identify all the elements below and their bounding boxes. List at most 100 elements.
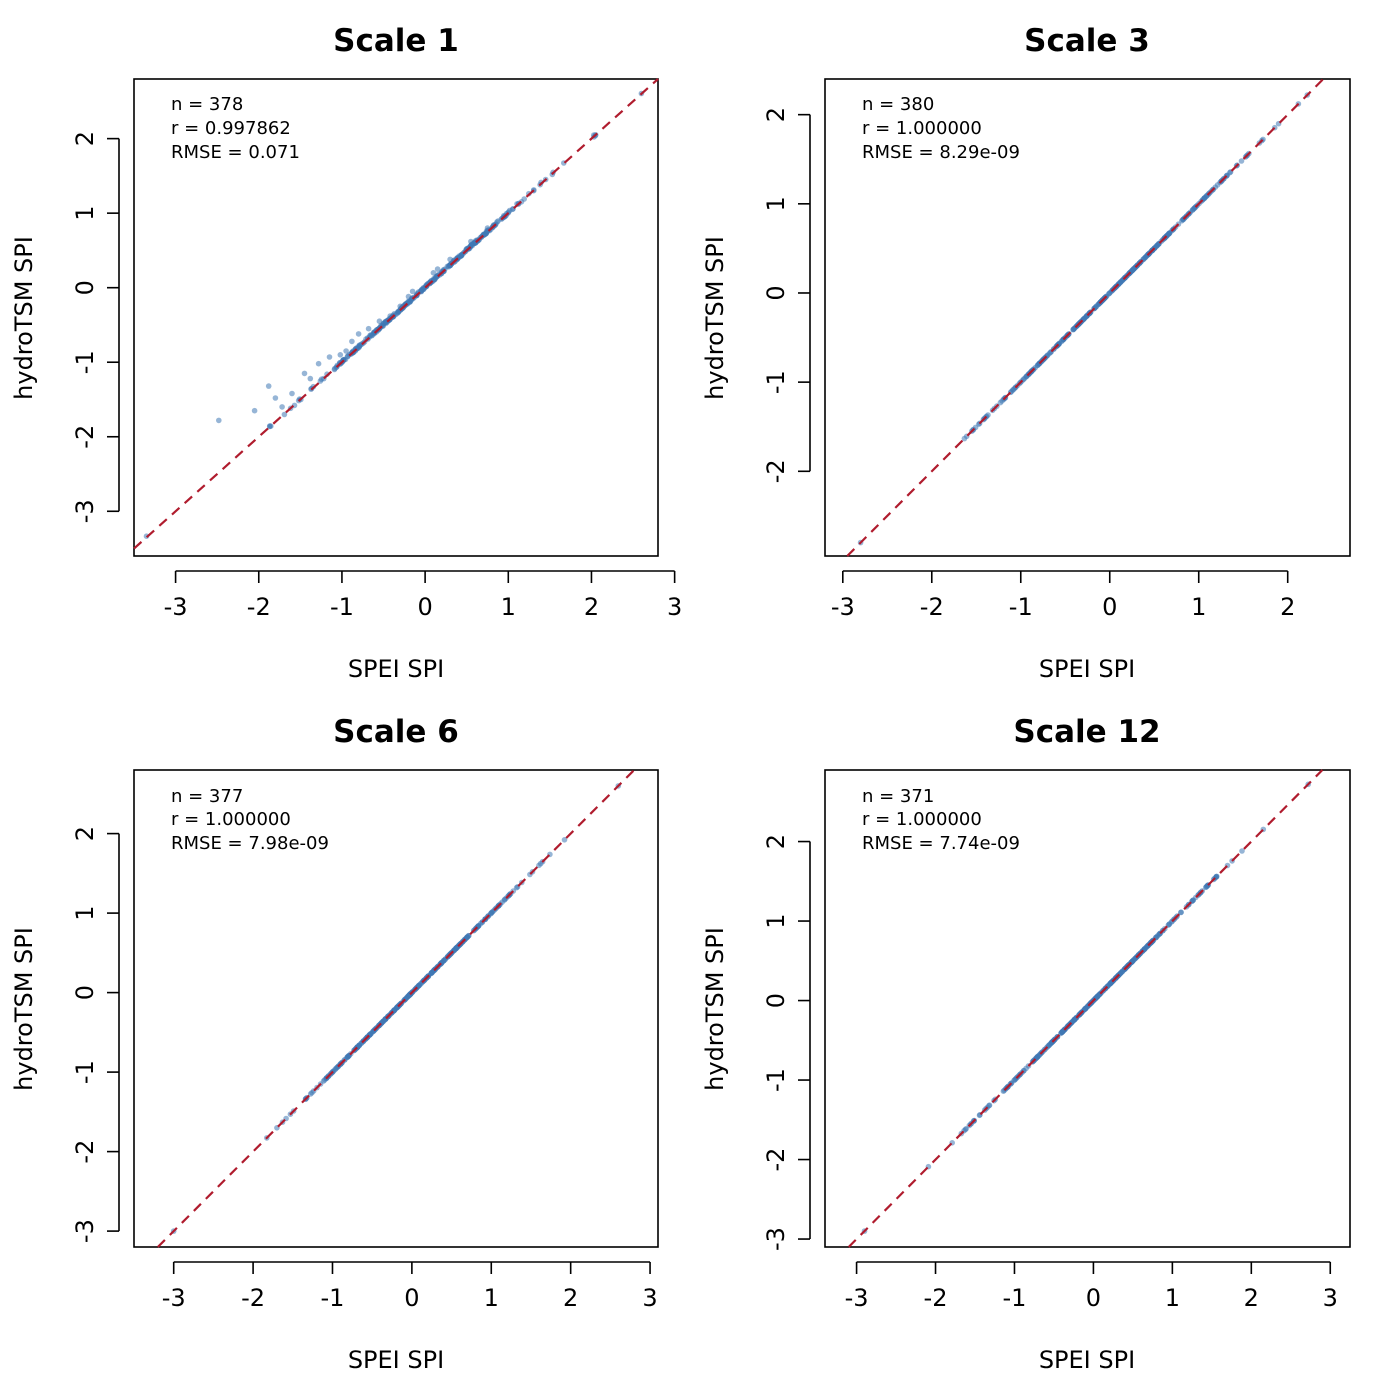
data-point — [216, 417, 222, 424]
plot-frame — [133, 78, 659, 557]
data-point — [468, 238, 474, 245]
y-axis-label: hydroTSM SPI — [10, 236, 38, 400]
panel-scale-1: Scale 1 -3 -2 -1 0 1 2 3 -3 -2 -1 0 1 2 n = 378 r =… — [10, 23, 682, 683]
data-point — [251, 407, 258, 414]
data-point — [1034, 362, 1041, 369]
y-tick-label: 1 — [762, 196, 790, 211]
x-axis: -3 -2 -1 0 1 2 3 — [845, 1261, 1338, 1312]
x-tick-label: -3 — [845, 1284, 869, 1312]
data-point — [434, 266, 441, 272]
data-point — [521, 196, 527, 202]
data-point — [266, 423, 273, 430]
y-tick-label: 1 — [71, 905, 99, 920]
data-point — [318, 376, 325, 383]
x-tick-label: 3 — [667, 593, 682, 621]
data-point — [561, 837, 568, 843]
data-point — [1045, 352, 1051, 358]
x-tick-label: 3 — [642, 1284, 657, 1312]
x-tick-label: 2 — [563, 1284, 578, 1312]
stat-r: r = 0.997862 — [171, 118, 291, 139]
x-tick-label: -3 — [831, 593, 855, 621]
stat-r: r = 1.000000 — [171, 809, 291, 830]
y-tick-label: 2 — [762, 107, 790, 122]
x-tick-label: 0 — [1102, 593, 1117, 621]
y-axis-label: hydroTSM SPI — [701, 236, 729, 400]
data-point — [365, 325, 372, 332]
x-tick-label: 2 — [1244, 1284, 1259, 1312]
data-point — [1239, 848, 1245, 854]
y-tick-label: -3 — [71, 1219, 99, 1243]
x-tick-label: -2 — [247, 593, 271, 621]
plot-frame — [824, 769, 1351, 1248]
data-point — [537, 860, 544, 867]
y-tick-label: -1 — [762, 1068, 790, 1092]
data-point — [985, 412, 991, 418]
x-axis-label: SPEI SPI — [1039, 1346, 1135, 1374]
x-axis: -3 -2 -1 0 1 2 3 — [164, 570, 682, 621]
x-tick-label: 0 — [404, 1284, 419, 1312]
data-point — [315, 360, 322, 367]
data-point — [997, 399, 1004, 406]
stat-rmse: RMSE = 0.071 — [171, 142, 300, 163]
y-tick-label: 2 — [71, 826, 99, 841]
stat-rmse: RMSE = 7.74e-09 — [862, 833, 1020, 854]
x-tick-label: -1 — [330, 593, 354, 621]
x-tick-label: -2 — [924, 1284, 948, 1312]
data-point — [332, 365, 338, 372]
x-tick-label: -2 — [920, 593, 944, 621]
x-axis: -3 -2 -1 0 1 2 3 — [162, 1261, 658, 1312]
y-axis: -3 -2 -1 0 1 2 — [71, 131, 120, 523]
data-point — [1214, 182, 1221, 188]
data-point — [1178, 909, 1184, 916]
data-point — [1130, 266, 1136, 273]
data-point — [307, 375, 314, 382]
data-point — [376, 318, 383, 325]
stat-n: n = 378 — [171, 94, 243, 115]
x-tick-label: -3 — [162, 1284, 186, 1312]
data-point — [265, 383, 272, 389]
y-tick-label: -1 — [762, 370, 790, 394]
data-point — [326, 354, 333, 360]
y-tick-label: -3 — [71, 499, 99, 523]
data-point — [1238, 158, 1245, 164]
y-tick-label: 1 — [762, 913, 790, 928]
y-tick-label: -3 — [762, 1227, 790, 1251]
data-point — [1059, 1028, 1066, 1035]
reference-line — [133, 78, 659, 550]
data-point — [405, 293, 412, 300]
data-point — [477, 920, 484, 927]
y-tick-label: -1 — [71, 1060, 99, 1084]
stat-n: n = 377 — [171, 786, 243, 807]
y-tick-label: -2 — [762, 1148, 790, 1172]
x-tick-label: -1 — [1003, 1284, 1027, 1312]
x-axis-label: SPEI SPI — [348, 655, 444, 683]
y-tick-label: 1 — [71, 206, 99, 221]
y-tick-label: 0 — [71, 280, 99, 295]
x-tick-label: 2 — [1280, 593, 1295, 621]
y-tick-label: 0 — [71, 985, 99, 1000]
x-tick-label: -1 — [1009, 593, 1033, 621]
data-point — [447, 256, 453, 263]
plot-frame — [824, 78, 1351, 557]
data-point — [1093, 303, 1100, 309]
data-point — [986, 1102, 993, 1108]
panel-scale-12: Scale 12 -3 -2 -1 0 1 2 3 -3 -2 -1 0 1 2 n = 371 r … — [701, 714, 1351, 1374]
panel-title: Scale 1 — [333, 23, 459, 59]
data-point — [1046, 1042, 1052, 1048]
y-axis: -3 -2 -1 0 1 2 — [71, 826, 120, 1243]
x-axis: -3 -2 -1 0 1 2 — [831, 570, 1295, 621]
x-axis-label: SPEI SPI — [348, 1346, 444, 1374]
y-tick-label: 2 — [71, 131, 99, 146]
stat-rmse: RMSE = 7.98e-09 — [171, 833, 329, 854]
y-axis: -2 -1 0 1 2 — [762, 107, 811, 483]
x-tick-label: 3 — [1323, 1284, 1338, 1312]
panel-title: Scale 3 — [1024, 23, 1150, 59]
data-point — [345, 1053, 352, 1059]
x-tick-label: 0 — [417, 593, 432, 621]
x-tick-label: 1 — [1165, 1284, 1180, 1312]
stat-r: r = 1.000000 — [862, 809, 982, 830]
data-point — [1201, 195, 1208, 201]
data-point — [368, 332, 374, 338]
x-tick-label: 1 — [1191, 593, 1206, 621]
